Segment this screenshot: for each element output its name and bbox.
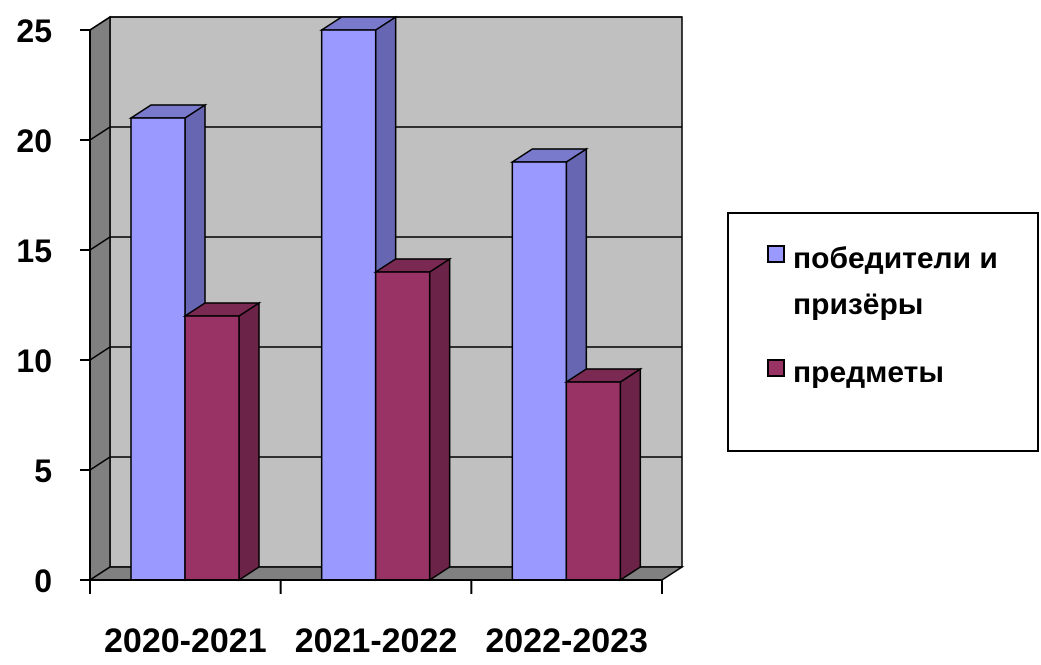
bar-subjects-front <box>184 315 240 581</box>
bar-winners <box>319 15 399 582</box>
gridline <box>89 126 682 141</box>
bar-subjects-front <box>565 381 622 581</box>
x-tick-label: 2022-2023 <box>485 622 648 660</box>
legend-item-winners: победители и призёры <box>767 236 1033 328</box>
gridline <box>89 346 682 361</box>
bar-subjects-front <box>374 271 431 581</box>
legend: победители и призёры предметы <box>727 212 1039 452</box>
y-tick-label: 5 <box>34 453 52 489</box>
bar-winners <box>509 147 589 582</box>
bar-winners-front <box>320 29 377 581</box>
x-tick-label: 2020-2021 <box>104 622 267 660</box>
y-tick-label: 0 <box>34 563 52 599</box>
y-tick-label: 25 <box>16 13 52 49</box>
side-wall <box>89 15 111 582</box>
bar-subjects <box>373 257 453 582</box>
legend-swatch-subjects <box>767 359 785 377</box>
legend-label-winners: победители и призёры <box>793 242 998 321</box>
y-tick-label: 20 <box>16 123 52 159</box>
gridline <box>89 456 682 471</box>
legend-swatch-winners <box>767 245 785 263</box>
bar-winners-front <box>511 161 568 581</box>
legend-item-subjects: предметы <box>767 350 1033 396</box>
y-tick-label: 10 <box>16 343 52 379</box>
bar-subjects-side <box>619 367 642 582</box>
gridline <box>89 236 682 251</box>
bar-winners-front <box>130 117 186 581</box>
bar-subjects-side <box>238 301 260 582</box>
bar-subjects <box>563 367 643 582</box>
x-tick-label: 2021-2022 <box>295 622 458 660</box>
y-tick-label: 15 <box>16 233 52 269</box>
legend-label-subjects: предметы <box>793 356 944 389</box>
gridline <box>89 16 682 31</box>
bar-subjects <box>182 301 262 582</box>
bar-subjects-side <box>428 257 451 582</box>
